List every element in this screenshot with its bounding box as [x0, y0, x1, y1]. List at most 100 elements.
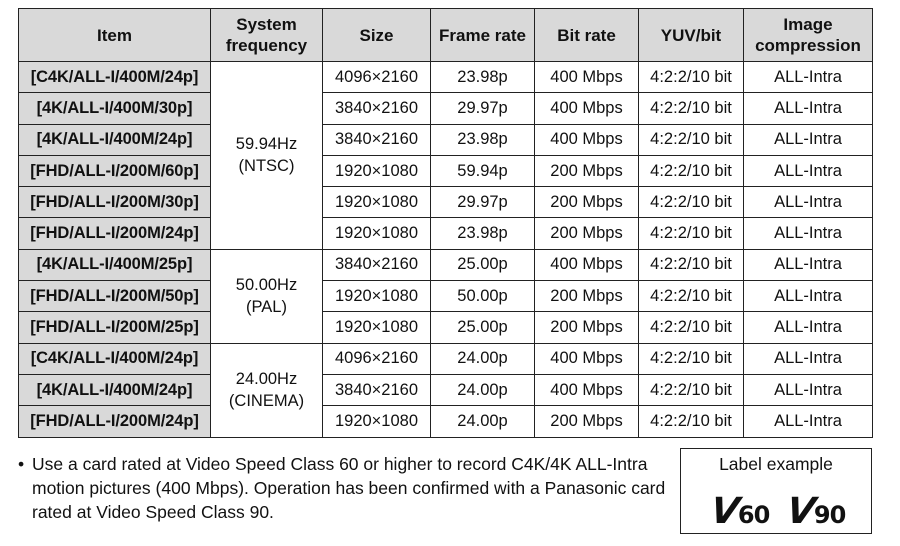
bit-rate-cell: 200 Mbps [534, 405, 639, 438]
frame-rate-cell: 23.98p [430, 123, 535, 156]
item-cell: [FHD/ALL-I/200M/25p] [18, 311, 211, 344]
size-cell: 1920×1080 [322, 154, 431, 188]
yuv-bit-cell: 4:2:2/10 bit [638, 405, 744, 438]
bit-rate-cell: 400 Mbps [534, 342, 639, 375]
label-example-title: Label example [719, 454, 833, 474]
yuv-bit-cell: 4:2:2/10 bit [638, 92, 744, 125]
bit-rate-cell: 200 Mbps [534, 186, 639, 219]
size-cell: 3840×2160 [322, 248, 431, 282]
frame-rate-cell: 50.00p [430, 280, 535, 313]
table-row: [4K/ALL-I/400M/30p] 3840×2160 29.97p 400… [18, 92, 873, 125]
table-row: [FHD/ALL-I/200M/50p] 1920×1080 50.00p 20… [18, 280, 873, 313]
frame-rate-cell: 59.94p [430, 154, 535, 188]
image-compression-cell: ALL-Intra [743, 405, 873, 438]
bit-rate-cell: 400 Mbps [534, 123, 639, 156]
item-cell: [4K/ALL-I/400M/30p] [18, 92, 211, 125]
frame-rate-cell: 29.97p [430, 92, 535, 125]
frame-rate-cell: 25.00p [430, 311, 535, 344]
frame-rate-cell: 23.98p [430, 217, 535, 250]
label-example-box: Label example V60 V90 [680, 448, 872, 534]
size-cell: 1920×1080 [322, 186, 431, 219]
item-cell: [FHD/ALL-I/200M/50p] [18, 280, 211, 313]
table-row: [FHD/ALL-I/200M/25p] 1920×1080 25.00p 20… [18, 311, 873, 344]
recording-quality-table: Item System frequency Size Frame rate Bit… [18, 8, 873, 438]
size-cell: 4096×2160 [322, 342, 431, 375]
table-row: [FHD/ALL-I/200M/24p] 1920×1080 23.98p 20… [18, 217, 873, 250]
yuv-bit-cell: 4:2:2/10 bit [638, 311, 744, 344]
table-row: [4K/ALL-I/400M/25p] 50.00Hz (PAL) 3840×21… [18, 248, 873, 344]
item-cell: [FHD/ALL-I/200M/24p] [18, 217, 211, 250]
table-header-row: Item System frequency Size Frame rate Bit… [18, 8, 873, 62]
bit-rate-cell: 400 Mbps [534, 373, 639, 407]
yuv-bit-cell: 4:2:2/10 bit [638, 186, 744, 219]
table-row: [4K/ALL-I/400M/24p] 3840×2160 23.98p 400… [18, 123, 873, 156]
note-text: Use a card rated at Video Speed Class 60… [32, 454, 666, 522]
yuv-bit-cell: 4:2:2/10 bit [638, 123, 744, 156]
table-row: [C4K/ALL-I/400M/24p] 24.00Hz (CINEMA) 409… [18, 342, 873, 438]
item-cell: [C4K/ALL-I/400M/24p] [18, 60, 211, 94]
video-speed-class-v60-logo: V60 [708, 491, 770, 532]
item-cell: [FHD/ALL-I/200M/30p] [18, 186, 211, 219]
item-cell: [FHD/ALL-I/200M/24p] [18, 405, 211, 438]
bit-rate-cell: 200 Mbps [534, 311, 639, 344]
size-cell: 1920×1080 [322, 405, 431, 438]
bit-rate-cell: 200 Mbps [534, 154, 639, 188]
frame-rate-cell: 23.98p [430, 60, 535, 94]
frame-rate-cell: 24.00p [430, 342, 535, 375]
item-cell: [4K/ALL-I/400M/24p] [18, 373, 211, 407]
yuv-bit-cell: 4:2:2/10 bit [638, 217, 744, 250]
image-compression-cell: ALL-Intra [743, 342, 873, 375]
bit-rate-cell: 200 Mbps [534, 217, 639, 250]
header-yuv-bit: YUV/bit [638, 8, 744, 62]
item-cell: [FHD/ALL-I/200M/60p] [18, 154, 211, 188]
frame-rate-cell: 24.00p [430, 373, 535, 407]
image-compression-cell: ALL-Intra [743, 217, 873, 250]
table-row: [FHD/ALL-I/200M/24p] 1920×1080 24.00p 20… [18, 405, 873, 438]
frame-rate-cell: 29.97p [430, 186, 535, 219]
header-bit-rate: Bit rate [534, 8, 639, 62]
image-compression-cell: ALL-Intra [743, 60, 873, 94]
image-compression-cell: ALL-Intra [743, 92, 873, 125]
image-compression-cell: ALL-Intra [743, 123, 873, 156]
header-size: Size [322, 8, 431, 62]
size-cell: 1920×1080 [322, 311, 431, 344]
yuv-bit-cell: 4:2:2/10 bit [638, 280, 744, 313]
video-speed-class-v90-logo: V90 [784, 491, 846, 532]
header-image-compression: Image compression [743, 8, 873, 62]
header-system-frequency: System frequency [210, 8, 323, 62]
size-cell: 4096×2160 [322, 60, 431, 94]
item-cell: [4K/ALL-I/400M/25p] [18, 248, 211, 282]
table-row: [C4K/ALL-I/400M/24p] 59.94Hz (NTSC) 4096×… [18, 60, 873, 250]
size-cell: 1920×1080 [322, 217, 431, 250]
image-compression-cell: ALL-Intra [743, 248, 873, 282]
table-row: [4K/ALL-I/400M/24p] 3840×2160 24.00p 400… [18, 373, 873, 407]
header-item: Item [18, 8, 211, 62]
header-frame-rate: Frame rate [430, 8, 535, 62]
image-compression-cell: ALL-Intra [743, 280, 873, 313]
image-compression-cell: ALL-Intra [743, 373, 873, 407]
yuv-bit-cell: 4:2:2/10 bit [638, 154, 744, 188]
size-cell: 3840×2160 [322, 373, 431, 407]
yuv-bit-cell: 4:2:2/10 bit [638, 60, 744, 94]
bullet: • [18, 454, 25, 474]
size-cell: 1920×1080 [322, 280, 431, 313]
item-cell: [C4K/ALL-I/400M/24p] [18, 342, 211, 375]
size-cell: 3840×2160 [322, 123, 431, 156]
bit-rate-cell: 400 Mbps [534, 248, 639, 282]
frame-rate-cell: 24.00p [430, 405, 535, 438]
table-body: [C4K/ALL-I/400M/24p] 59.94Hz (NTSC) 4096×… [18, 60, 873, 438]
bit-rate-cell: 200 Mbps [534, 280, 639, 313]
yuv-bit-cell: 4:2:2/10 bit [638, 342, 744, 375]
system-frequency-cell: 24.00Hz (CINEMA) [210, 342, 323, 438]
bit-rate-cell: 400 Mbps [534, 92, 639, 125]
system-frequency-cell: 50.00Hz (PAL) [210, 248, 323, 344]
table-row: [FHD/ALL-I/200M/30p] 1920×1080 29.97p 20… [18, 186, 873, 219]
yuv-bit-cell: 4:2:2/10 bit [638, 248, 744, 282]
bit-rate-cell: 400 Mbps [534, 60, 639, 94]
yuv-bit-cell: 4:2:2/10 bit [638, 373, 744, 407]
image-compression-cell: ALL-Intra [743, 311, 873, 344]
system-frequency-cell: 59.94Hz (NTSC) [210, 61, 323, 250]
frame-rate-cell: 25.00p [430, 248, 535, 282]
table-row: [FHD/ALL-I/200M/60p] 1920×1080 59.94p 20… [18, 154, 873, 188]
